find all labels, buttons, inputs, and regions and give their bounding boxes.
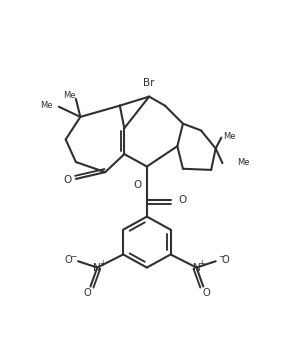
Text: Br: Br	[143, 78, 155, 88]
Text: +: +	[99, 258, 105, 268]
Text: Me: Me	[223, 131, 236, 140]
Text: +: +	[198, 258, 205, 268]
Text: O: O	[178, 195, 187, 205]
Text: −: −	[218, 252, 224, 261]
Text: O: O	[64, 255, 72, 265]
Text: Me: Me	[63, 91, 76, 100]
Text: O: O	[83, 288, 91, 298]
Text: O: O	[134, 180, 142, 190]
Text: O: O	[63, 175, 72, 185]
Text: −: −	[70, 252, 76, 261]
Text: N: N	[93, 262, 101, 273]
Text: Me: Me	[40, 101, 52, 110]
Text: N: N	[193, 262, 200, 273]
Text: Me: Me	[237, 157, 250, 166]
Text: O: O	[203, 288, 211, 298]
Text: O: O	[222, 255, 230, 265]
